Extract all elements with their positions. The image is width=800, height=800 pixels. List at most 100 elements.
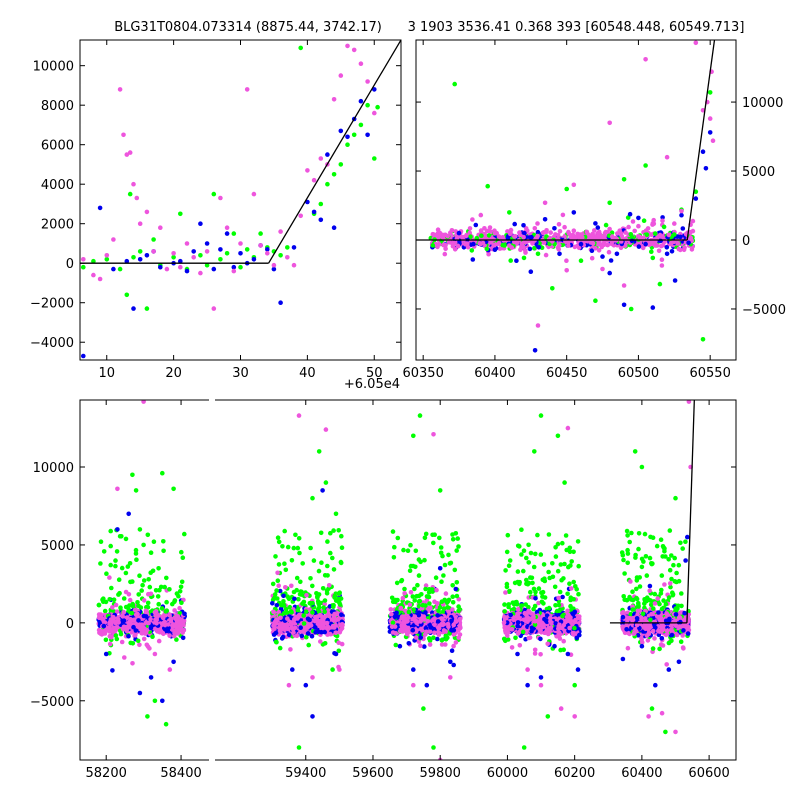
season-point-magenta [659,257,665,263]
full-point-blue [286,632,292,637]
full-point-green [123,604,129,610]
zoom-point-green [325,181,330,187]
full-point-green [146,577,151,582]
season-point-green [469,248,475,253]
full-point-green [504,549,510,555]
zoom-point-green [137,249,143,254]
season-point-blue [557,251,562,257]
full-point-green [389,595,395,601]
full-point-magenta [328,631,333,637]
full-point-green [501,636,507,642]
season-point-magenta [482,232,488,238]
full-point-green [422,535,428,541]
full-point-green [330,555,335,561]
full-point-magenta [427,629,433,634]
full-point-green [338,596,344,601]
zoom-xtick-label: 50 [366,366,383,381]
full-point-magenta [167,613,172,618]
full-point-blue [427,622,432,627]
season-point-magenta [626,224,631,230]
season-point-magenta [682,245,687,250]
season-point-magenta [487,225,493,230]
full-point-blue [133,628,139,633]
full-point-green [98,539,104,544]
full-point-green [137,573,142,578]
season-point-blue [536,245,542,250]
zoom-point-magenta [351,47,357,53]
zoom-point-magenta [97,276,103,282]
full-point-green [308,545,313,551]
zoom-point-magenta [305,168,310,173]
full-point-magenta [114,625,120,630]
full-point-green [125,564,131,569]
full-point-magenta [418,643,423,649]
season-point-blue [532,348,538,353]
season-point-blue [672,278,678,283]
full-point-green [103,637,109,643]
full-point-green [414,593,420,599]
season-point-magenta [492,230,498,236]
full-point-green [119,534,124,539]
full-point-green [456,608,462,614]
full-point-green [301,613,307,618]
full-point-green [319,560,324,565]
full-point-green [159,606,165,611]
full-point-magenta [271,623,276,628]
season-point-magenta [599,234,605,239]
zoom-point-magenta [204,249,210,254]
full-point-green [293,532,298,538]
full-point-magenta [443,591,449,596]
full-point-green [291,589,297,595]
full-point-magenta [399,623,405,628]
season-point-blue [589,248,595,253]
full-point-green [167,587,172,592]
season-point-blue [600,254,605,259]
full-point-magenta [285,616,290,621]
full-point-magenta [439,642,445,647]
full-point-green [506,563,512,568]
season-point-green [625,215,631,220]
season-point-blue [529,234,534,240]
full-point-green [275,535,281,540]
full-point-green [441,606,447,611]
zoom-point-green [104,257,110,262]
full-point-blue [394,610,399,616]
zoom-point-magenta [231,268,237,274]
full-point-blue [305,631,311,636]
full-point-magenta [405,630,411,636]
zoom-point-magenta [372,110,377,116]
season-point-blue [636,244,642,249]
season-point-blue [627,211,633,217]
full-point-magenta [171,623,177,629]
zoom-point-magenta [124,152,130,157]
zoom-xtick-label: 30 [232,366,249,381]
zoom-point-blue [81,353,86,359]
full-point-green [308,601,314,606]
season-point-magenta [650,221,656,226]
full-point-green [156,601,161,607]
full-point-magenta [331,618,337,623]
season-point-green [468,234,473,239]
season-point-magenta [443,246,448,252]
full-point-magenta [141,598,147,603]
season-point-magenta [566,229,571,235]
full-point-blue [449,618,454,624]
full-point-green [455,536,461,541]
season-point-magenta [603,229,608,235]
full-point-green [502,602,507,607]
full-point-magenta [122,655,127,660]
full-point-magenta [140,625,146,630]
full-point-green [109,585,114,591]
season-point-magenta [512,234,517,239]
full-point-green [517,544,522,549]
full-point-magenta [316,618,321,624]
season-point-blue [664,251,670,257]
season-point-green [644,232,650,237]
full-point-green [333,598,339,603]
full-point-magenta [102,620,108,625]
season-point-green [657,281,663,287]
full-point-green [337,590,343,595]
full-point-magenta [174,618,180,624]
zoom-point-magenta [311,177,317,183]
zoom-point-blue [291,245,297,250]
